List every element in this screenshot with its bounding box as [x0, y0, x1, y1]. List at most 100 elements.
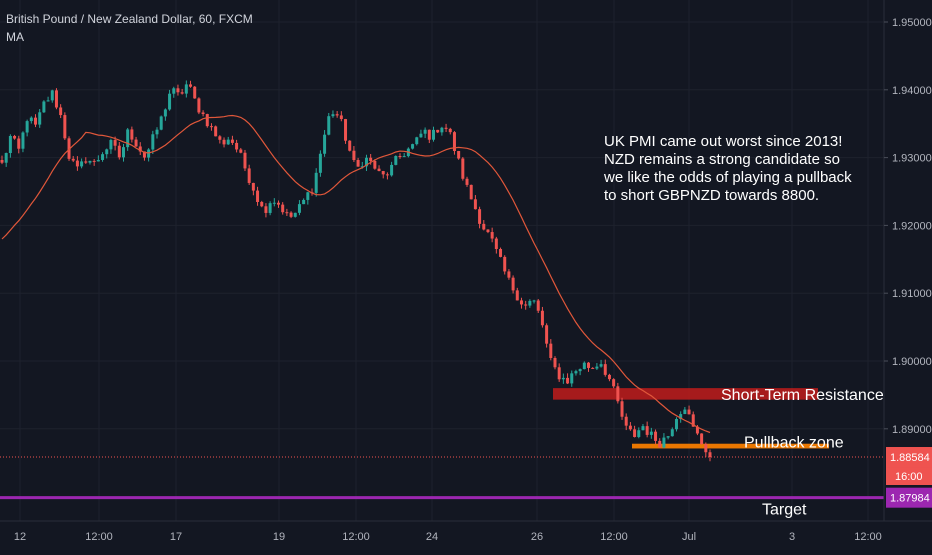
candle-body [314, 172, 318, 193]
annotation-line-2: NZD remains a strong candidate so [604, 151, 840, 168]
candle-body [134, 139, 138, 147]
target-price-badge [886, 487, 932, 508]
candle-body [50, 90, 54, 101]
candle-body [348, 140, 352, 151]
candle-body [482, 223, 486, 230]
candle-body [172, 88, 176, 94]
candle-body [607, 374, 611, 380]
candle-body [532, 300, 536, 302]
candle-body [168, 93, 172, 110]
candle-body [364, 157, 368, 167]
candle-body [8, 135, 12, 154]
candle-body [540, 310, 544, 326]
candle-body [209, 126, 213, 128]
candle-body [352, 150, 356, 161]
candle-body [444, 127, 448, 129]
candle-body [243, 152, 247, 169]
candle-body [297, 204, 301, 213]
candle-body [42, 101, 46, 113]
candle-body [645, 426, 649, 435]
candle-body [624, 416, 628, 426]
candle-body [63, 115, 67, 139]
candle-body [101, 154, 105, 160]
candle-body [126, 129, 130, 148]
candle-body [658, 440, 662, 448]
target-text: Target [762, 502, 807, 519]
candle-body [398, 155, 402, 157]
candle-body [184, 84, 188, 94]
candle-body [201, 112, 205, 115]
price-tick-label: 1.95000 [892, 17, 932, 29]
candle-body [109, 140, 113, 150]
pullback-label: Pullback zone [744, 435, 844, 452]
candle-body [494, 238, 498, 250]
zones [553, 388, 829, 449]
candle-body [377, 168, 381, 172]
candle-body [457, 150, 461, 159]
grid [0, 0, 884, 521]
candle-body [633, 429, 637, 437]
indicator-label-ma[interactable]: MA [6, 30, 24, 44]
candle-body [71, 158, 75, 161]
candle-body [708, 452, 712, 458]
candle-body [473, 199, 477, 210]
candle-body [272, 202, 276, 204]
time-tick-label: 26 [531, 531, 543, 543]
candle-body [411, 144, 415, 149]
time-tick-label: 12 [14, 531, 26, 543]
candle-body [306, 192, 310, 200]
candle-body [344, 119, 348, 141]
candle-body [691, 414, 695, 427]
candle-body [327, 116, 331, 135]
price-tick-label: 1.89000 [892, 424, 932, 436]
candle-body [515, 290, 519, 301]
price-lines [0, 456, 884, 500]
candle-body [704, 444, 708, 453]
candle-body [654, 431, 658, 441]
candle-body [499, 249, 503, 257]
candle-body [578, 369, 582, 372]
candle-body [536, 300, 540, 311]
candle-body [59, 107, 63, 116]
time-tick-label: 3 [789, 531, 795, 543]
candle-body [666, 436, 670, 438]
annotation-line-1: UK PMI came out worst since 2013! [604, 133, 843, 150]
candle-body [80, 161, 84, 167]
candle-body [700, 433, 704, 445]
price-tick-label: 1.94000 [892, 85, 932, 97]
annotation-line-4: to short GBPNZD towards 8800. [604, 187, 820, 204]
price-tick-label: 1.90000 [892, 356, 932, 368]
candle-body [142, 151, 146, 158]
candle-body [603, 364, 607, 375]
candle-body [519, 300, 523, 305]
candle-body [427, 129, 431, 140]
candle-body [331, 114, 335, 117]
annotation-line-3: we like the odds of playing a pullback [604, 169, 852, 186]
candle-body [239, 149, 243, 153]
candle-body [419, 133, 423, 138]
candle-body [293, 212, 297, 217]
candle-body [247, 168, 251, 183]
candle-body [335, 114, 339, 116]
candle-body [507, 271, 511, 278]
candle-body [390, 164, 394, 176]
candle-body [105, 149, 109, 155]
candle-body [381, 171, 385, 175]
candle-body [616, 386, 620, 402]
candle-body [251, 182, 255, 191]
candle-body [180, 92, 184, 94]
candle-body [34, 117, 38, 125]
candle-body [13, 135, 17, 139]
candle-body [189, 84, 193, 87]
symbol-title[interactable]: British Pound / New Zealand Dollar, 60, … [6, 12, 253, 26]
candle-body [214, 126, 218, 137]
candle-body [38, 112, 42, 125]
time-tick-label: 17 [170, 531, 182, 543]
moving-average [1, 114, 711, 434]
candle-body [436, 129, 440, 133]
candle-body [570, 373, 574, 384]
candle-body [318, 153, 322, 173]
last-price-label: 1.88584 [890, 452, 930, 464]
